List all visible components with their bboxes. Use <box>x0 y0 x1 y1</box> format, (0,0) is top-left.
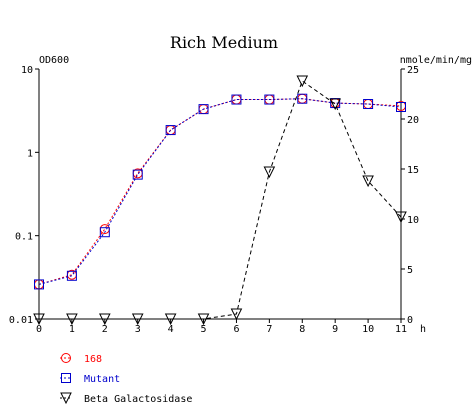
series-point-1 <box>297 93 308 104</box>
x-tick-label: 7 <box>266 324 272 335</box>
right-y-tick-label: 25 <box>407 65 419 76</box>
legend-layer: 168 Mutant Beta Galactosidase <box>60 353 192 405</box>
series-point-1 <box>198 104 209 115</box>
series-line-1 <box>38 98 402 285</box>
series-layer <box>33 75 407 326</box>
x-unit-label: h <box>420 324 426 335</box>
right-axis-label: nmole/min/mg <box>400 55 472 66</box>
right-y-tick-label: 5 <box>407 265 413 276</box>
x-tick-label: 6 <box>233 324 239 335</box>
chart-title: Rich Medium <box>170 33 278 52</box>
left-y-tick-label: 0.01 <box>9 315 33 326</box>
x-tick-label: 1 <box>69 324 75 335</box>
x-tick-label: 3 <box>135 324 141 335</box>
series-point-1 <box>264 94 275 105</box>
left-y-tick-label: 10 <box>21 65 33 76</box>
series-point-1 <box>34 279 44 290</box>
series-point-1 <box>99 227 110 238</box>
x-tick-label: 10 <box>362 324 374 335</box>
x-tick-label: 5 <box>201 324 207 335</box>
series-point-2 <box>131 313 144 326</box>
series-point-1 <box>66 270 77 281</box>
left-y-tick-label: 1 <box>27 148 33 159</box>
series-point-2 <box>197 313 210 326</box>
series-line-2 <box>39 80 402 320</box>
right-y-tick-label: 20 <box>407 115 419 126</box>
series-point-2 <box>66 313 78 326</box>
series-point-2 <box>263 166 276 179</box>
axes-layer: 0 1 2 3 4 5 6 7 8 9 10 11 0.01 0.1 1 10 0 5 10 15 20 25 <box>9 65 419 335</box>
series-point-1 <box>132 169 143 180</box>
series-point-2 <box>362 175 374 188</box>
series-point-1 <box>231 94 242 105</box>
left-axis-label: OD600 <box>39 55 69 66</box>
series-point-2 <box>329 98 341 111</box>
x-tick-label: 4 <box>168 324 174 335</box>
legend-label-1: Mutant <box>84 374 120 385</box>
series-point-2 <box>99 313 111 326</box>
right-y-tick-label: 10 <box>407 215 419 226</box>
left-y-tick-label: 0.1 <box>15 232 33 243</box>
series-point-1 <box>165 125 176 136</box>
series-point-2 <box>33 313 45 326</box>
x-tick-label: 11 <box>395 324 407 335</box>
series-point-2 <box>296 75 309 88</box>
legend-label-0: 168 <box>84 354 102 365</box>
legend-label-2: Beta Galactosidase <box>84 394 192 405</box>
series-point-2 <box>230 308 243 321</box>
right-y-tick-label: 0 <box>407 315 413 326</box>
x-tick-label: 0 <box>36 324 42 335</box>
x-tick-label: 9 <box>332 324 338 335</box>
x-tick-label: 8 <box>299 324 305 335</box>
series-line-0 <box>38 98 402 285</box>
series-point-2 <box>164 313 177 326</box>
series-point-0 <box>231 94 242 105</box>
x-tick-label: 2 <box>102 324 108 335</box>
series-point-1 <box>363 99 374 110</box>
series-point-1 <box>396 101 406 112</box>
right-y-tick-label: 15 <box>407 165 419 176</box>
series-point-2 <box>395 211 407 224</box>
